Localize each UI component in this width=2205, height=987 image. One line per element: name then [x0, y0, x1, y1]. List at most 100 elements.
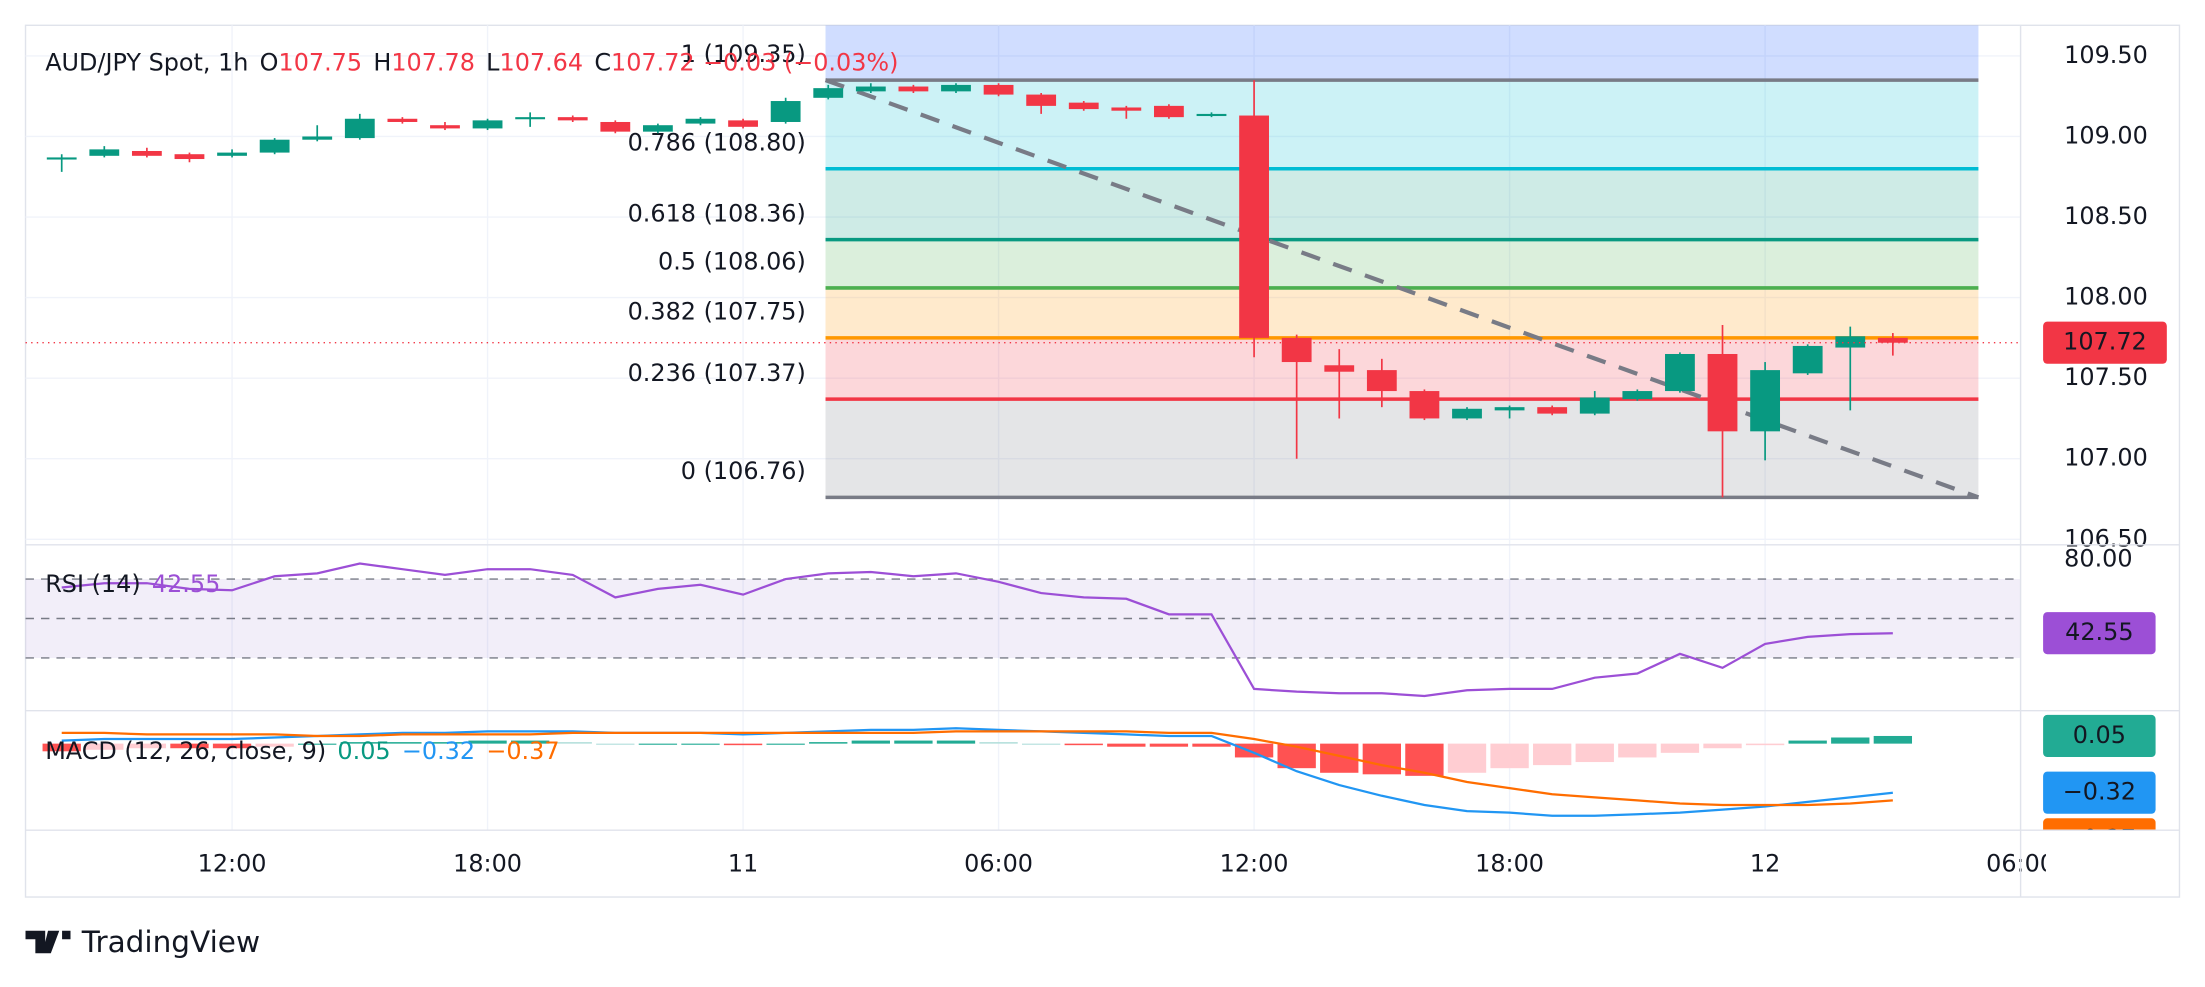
candle-body — [1111, 107, 1142, 111]
fib-zone — [825, 287, 1979, 338]
histogram-bar — [212, 743, 252, 749]
macd-line — [61, 727, 1893, 817]
time-axis: 12:00 18:00 11 06:00 12:00 18:00 12 06:00 — [198, 850, 2055, 878]
candle-body — [472, 120, 503, 129]
histogram-bar — [936, 740, 976, 744]
candle-body — [46, 157, 77, 160]
histogram-bar — [383, 742, 422, 744]
candle-body — [430, 125, 460, 129]
fib-label: 0.5 (108.06) — [658, 248, 806, 276]
histogram-bar — [340, 742, 379, 744]
histogram-bar — [1575, 743, 1614, 763]
candle-body — [1154, 105, 1184, 118]
rsi-title: RSI (14) — [45, 570, 140, 598]
symbol-title: AUD/JPY Spot, 1h — [45, 48, 248, 76]
rsi-tag — [2043, 612, 2156, 655]
y-tick-label: 106.50 — [2064, 524, 2148, 552]
candle-body — [1324, 365, 1355, 372]
candle-body — [302, 136, 333, 140]
change: −0.03 (−0.03%) — [703, 48, 898, 76]
candle-body — [1835, 336, 1866, 348]
fib-zone — [825, 25, 1979, 81]
histogram-bar — [1788, 740, 1827, 744]
macd-legend: MACD (12, 26, close, 9) 0.05 −0.32 −0.37 — [45, 737, 559, 765]
x-tick-label: 06:00 — [1986, 850, 2055, 878]
x-tick-label: 12 — [1750, 850, 1780, 878]
histogram-bar — [42, 743, 81, 752]
fib-zone — [825, 337, 1979, 400]
candle-body — [1877, 337, 1908, 343]
ohlc-value: 107.72 — [611, 48, 695, 76]
y-tick-label: 109.50 — [2064, 41, 2148, 69]
x-tick-label: 11 — [728, 850, 758, 878]
candle-body — [855, 86, 886, 92]
y-tick-label: 80.00 — [2064, 544, 2132, 572]
candle-body — [1622, 391, 1653, 400]
histogram-bar — [127, 743, 167, 749]
y-tick-label: 107.00 — [2064, 444, 2148, 472]
x-tick-label: 18:00 — [1475, 850, 1544, 878]
histogram-bar — [894, 740, 933, 744]
histogram-bar — [1234, 743, 1274, 758]
frame — [24, 24, 2181, 898]
candle-body — [1068, 102, 1099, 110]
fib-zone — [825, 80, 1979, 169]
fib-zone — [825, 239, 1979, 288]
candle-body — [1750, 370, 1781, 432]
macd-tag-label: −0.32 — [2063, 778, 2136, 806]
ohlc-value: 107.64 — [499, 48, 583, 76]
histogram-bar — [1149, 743, 1189, 747]
histogram-bar — [979, 742, 1018, 744]
main-pane: 1 (109.35) 0.786 (108.80) 0.618 (108.36) 0.… — [25, 25, 2021, 545]
fib-label: 0.236 (107.37) — [628, 359, 806, 387]
histogram-bar — [170, 743, 209, 749]
histogram-bar — [255, 743, 294, 747]
y-tick-label: 108.50 — [2064, 202, 2148, 230]
candle-body — [1494, 407, 1525, 411]
signal-tag-label: −0.37 — [2063, 824, 2136, 852]
histogram-bar — [1107, 743, 1146, 747]
candle-body — [685, 118, 716, 124]
price-tag — [2043, 321, 2167, 364]
price-tag-label: 107.72 — [2063, 328, 2147, 356]
histogram-bar — [1064, 743, 1103, 746]
candle-body — [813, 88, 844, 98]
rsi-line — [61, 562, 1893, 698]
rsi-legend: RSI (14) 42.55 — [45, 570, 220, 598]
candle-body — [344, 118, 375, 139]
fib-label: 1 (109.35) — [681, 40, 806, 68]
candle-body — [515, 117, 546, 120]
candle-body — [1665, 353, 1695, 392]
signal-line — [61, 730, 1893, 807]
candle-body — [259, 139, 290, 153]
histogram-bar — [425, 742, 465, 744]
candle-body — [217, 152, 247, 156]
histogram-bar — [681, 743, 720, 745]
candle-body — [131, 150, 162, 156]
candle-body — [1366, 370, 1397, 392]
macd-value: −0.32 — [402, 737, 475, 765]
candle-body — [1707, 353, 1738, 432]
fib-label: 0.618 (108.36) — [628, 199, 806, 227]
candle-body — [600, 121, 631, 132]
ohlc-value: 107.78 — [391, 48, 475, 76]
histogram-bar — [1618, 743, 1657, 758]
histogram-bar — [1831, 737, 1870, 744]
candle-body — [983, 84, 1014, 95]
ohlc-key: O — [260, 48, 279, 76]
hist-value: 0.05 — [337, 737, 390, 765]
candle-body — [1537, 407, 1568, 414]
candle-body — [387, 118, 418, 122]
histogram-bar — [1490, 743, 1529, 769]
candle-body — [898, 86, 929, 92]
histogram-bar — [596, 743, 635, 745]
candle-body — [557, 117, 588, 121]
histogram-bar — [638, 743, 678, 745]
macd-title: MACD (12, 26, close, 9) — [45, 737, 326, 765]
brand: TradingView — [81, 925, 260, 959]
candle-body — [1792, 345, 1823, 374]
histogram-bar — [298, 743, 337, 745]
x-tick-label: 06:00 — [964, 850, 1033, 878]
candle-body — [1026, 94, 1057, 106]
